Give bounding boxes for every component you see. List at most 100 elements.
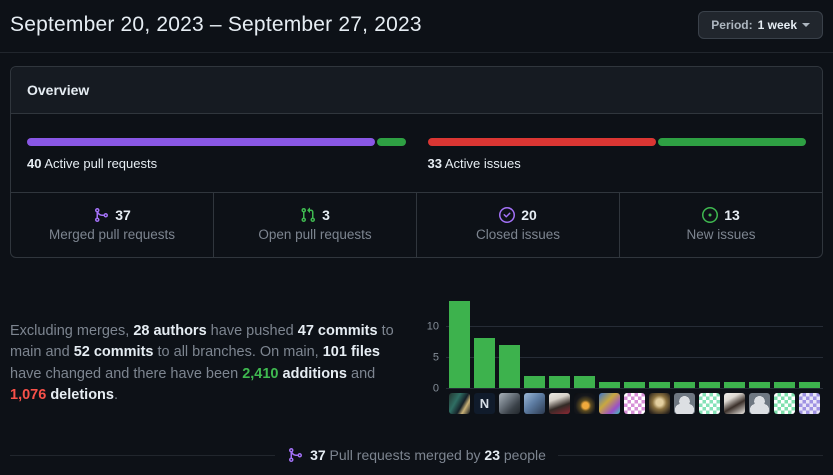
contributor-avatar-14[interactable] [774,393,795,414]
contributor-avatar-12[interactable] [724,393,745,414]
text-segment: 28 authors [133,322,207,339]
text-segment: and [346,365,376,382]
pull-requests-meter [27,138,406,146]
commit-bar-10 [674,381,695,388]
contributor-avatar-15[interactable] [799,393,820,414]
stat-merged-pull-requests[interactable]: 37 Merged pull requests [11,193,213,257]
date-range-title: September 20, 2023 – September 27, 2023 [10,13,422,36]
commit-bar-6 [574,375,595,388]
meter-segment-new [657,138,806,146]
footer-text: 37 Pull requests merged by 23 people [310,447,546,463]
period-select-button[interactable]: Period: 1 week [698,11,823,39]
text-segment: 37 [310,447,326,463]
active-issues-count: 33 [427,156,442,171]
stat-new-issues[interactable]: 13 New issues [619,193,822,257]
y-tick-label: 0 [432,382,439,395]
stat-label: New issues [686,227,756,242]
commit-bar-9 [649,381,670,388]
commit-bar-11 [699,381,720,388]
stat-number: 20 [521,207,537,223]
text-segment: 1,076 [10,387,47,403]
stat-label: Merged pull requests [48,227,176,242]
stat-value: 37 [11,207,213,223]
active-pr-count: 40 [27,156,42,171]
commit-bar-3 [499,344,520,388]
text-segment: 2,410 [242,365,279,382]
stat-closed-issues[interactable]: 20 Closed issues [416,193,619,257]
activity-summary-text: Excluding merges, 28 authors have pushed… [10,311,422,407]
overview-card: Overview 40 Active pull requests 33 Acti… [10,66,823,258]
stat-number: 3 [322,207,330,223]
issues-meter-block: 33 Active issues [427,138,807,171]
chart-plot-area: 0 5 10 [427,296,823,394]
text-segment: Pull requests merged by [325,447,485,463]
stat-number: 37 [115,207,131,223]
meter-segment-open [377,138,406,146]
issue-closed-icon [499,207,516,223]
gridline-0 [446,388,823,389]
commit-bar-5 [549,375,570,388]
stats-row: 37 Merged pull requests 3 Open pull request… [11,192,822,257]
commit-bar-7 [599,381,620,388]
active-pr-text: Active pull requests [44,156,158,171]
bars-row [449,301,823,388]
contributor-avatar-11[interactable] [699,393,720,414]
contributor-avatar-5[interactable] [549,393,570,414]
commit-bar-15 [799,381,820,388]
git-pull-request-icon [301,207,316,223]
text-segment: 23 [484,447,500,463]
text-segment: people [499,447,546,463]
text-segment: to main and [10,322,394,361]
period-value: 1 week [757,18,797,32]
text-segment: 101 files [322,344,380,360]
text-segment: Excluding merges, [10,322,134,339]
stat-open-pull-requests[interactable]: 3 Open pull requests [213,193,416,257]
y-tick-label: 10 [426,320,439,333]
contributor-avatar-3[interactable] [499,393,520,414]
avatar-letter: N [479,396,490,411]
contributor-avatar-2[interactable]: N [474,393,495,414]
commits-bar-chart: 0 5 10 N [422,296,823,421]
divider-line-right [557,454,823,456]
overview-card-title: Overview [11,67,822,114]
contributor-avatar-4[interactable] [524,393,545,414]
contributor-avatar-9[interactable] [649,393,670,414]
issues-meter-label: 33 Active issues [428,156,807,171]
y-tick-label: 5 [432,351,439,364]
merged-pr-summary: 37 Pull requests merged by 23 people [287,447,546,463]
stat-label: Closed issues [475,227,561,242]
period-label: Period: [711,18,753,32]
commit-bar-8 [624,381,645,388]
stat-number: 13 [724,207,740,223]
contributor-avatar-7[interactable] [599,393,620,414]
active-issues-text: Active issues [444,156,521,171]
issues-meter [427,138,806,146]
meter-segment-closed [427,138,656,146]
git-merge-icon [95,208,109,222]
text-segment: 52 commits [73,344,154,360]
pulse-header: September 20, 2023 – September 27, 2023 … [0,0,833,53]
divider-line-left [10,454,276,456]
text-segment: to all branches. On main, [153,344,323,360]
activity-meters: 40 Active pull requests 33 Active issues [11,114,822,192]
gridline-10 [446,326,823,327]
chevron-down-icon [802,23,810,27]
meter-segment-merged [27,138,376,146]
gridline-5 [446,357,823,358]
git-merge-icon [289,448,303,462]
commit-bar-13 [749,381,770,388]
text-segment: 47 commits [297,322,378,339]
contributor-avatar-1[interactable] [449,393,470,414]
text-segment: . [113,387,119,403]
pull-requests-meter-block: 40 Active pull requests [27,138,406,171]
commit-bar-12 [724,381,745,388]
contributor-avatar-13[interactable] [749,393,770,414]
bottom-section: Excluding merges, 28 authors have pushed… [10,296,823,421]
stat-label: Open pull requests [258,227,372,242]
contributor-avatar-8[interactable] [624,393,645,414]
stat-value: 20 [417,207,619,223]
stat-value: 13 [620,207,822,223]
contributor-avatar-10[interactable] [674,393,695,414]
commit-bar-4 [524,375,545,388]
contributor-avatar-6[interactable] [574,393,595,414]
